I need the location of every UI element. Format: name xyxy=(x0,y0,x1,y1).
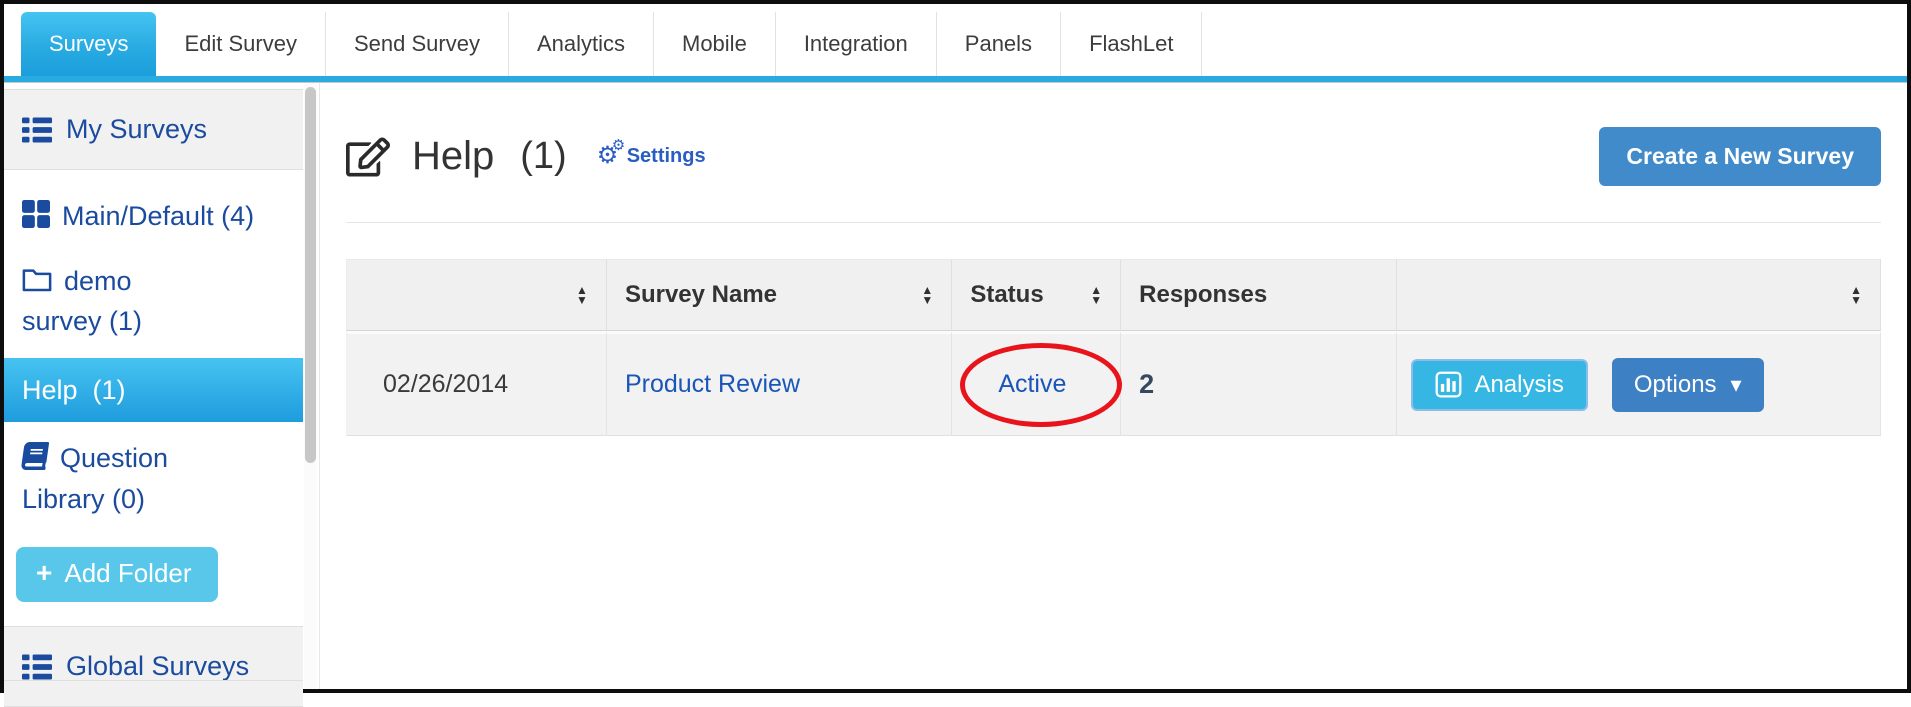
sidebar-next-section-partial xyxy=(4,680,303,689)
plus-icon xyxy=(36,558,52,589)
scrollbar-thumb[interactable] xyxy=(305,87,316,463)
header-divider xyxy=(346,222,1881,223)
tab-label: Send Survey xyxy=(353,31,480,56)
page-title-count: (1) xyxy=(520,135,567,177)
top-nav: Surveys Edit Survey Send Survey Analytic… xyxy=(4,4,1907,76)
column-label: Status xyxy=(970,281,1044,308)
tab-integration[interactable]: Integration xyxy=(776,12,937,76)
sidebar-folder-demo-survey[interactable]: demo survey (1) xyxy=(4,249,222,354)
table-row: 02/26/2014 Product Review Active 2 xyxy=(346,331,1881,436)
list-icon xyxy=(22,117,52,142)
sidebar-item-label: Main/Default (4) xyxy=(62,201,255,231)
bar-chart-icon xyxy=(1436,371,1462,398)
main-header: Help (1) Settings Create a New Survey xyxy=(346,127,1881,186)
survey-date-cell: 02/26/2014 xyxy=(346,331,607,436)
sidebar-scrollbar[interactable] xyxy=(304,83,317,689)
settings-link[interactable]: Settings xyxy=(597,136,706,170)
tab-label: Panels xyxy=(964,31,1033,56)
column-header-date[interactable] xyxy=(346,259,607,331)
list-icon xyxy=(22,654,52,679)
column-label: Responses xyxy=(1139,281,1268,308)
tab-send-survey[interactable]: Send Survey xyxy=(326,12,509,76)
column-label: Survey Name xyxy=(624,281,778,308)
analysis-label: Analysis xyxy=(1474,370,1564,398)
tab-mobile[interactable]: Mobile xyxy=(654,12,776,76)
caret-down-icon xyxy=(1731,371,1742,399)
survey-name-cell: Product Review xyxy=(606,331,953,436)
tab-edit-survey[interactable]: Edit Survey xyxy=(156,12,326,76)
survey-actions-cell: Analysis Options xyxy=(1397,331,1881,436)
page-title: Help xyxy=(412,134,495,178)
tab-panels[interactable]: Panels xyxy=(937,12,1062,76)
sidebar-item-label: demo survey (1) xyxy=(22,265,143,337)
table-header-row: Survey Name Status Responses xyxy=(346,259,1881,331)
tab-flashlet[interactable]: FlashLet xyxy=(1061,12,1203,76)
sidebar-item-label: Global Surveys xyxy=(66,651,250,681)
settings-label: Settings xyxy=(626,145,706,167)
column-header-status[interactable]: Status xyxy=(952,259,1122,331)
edit-pencil-icon xyxy=(346,136,390,177)
gears-icon xyxy=(597,136,627,170)
sort-icon[interactable] xyxy=(576,285,588,305)
create-new-survey-button[interactable]: Create a New Survey xyxy=(1599,127,1881,186)
tab-label: Integration xyxy=(803,31,908,56)
column-header-actions[interactable] xyxy=(1397,259,1881,331)
survey-name-link[interactable]: Product Review xyxy=(624,370,801,398)
options-label: Options xyxy=(1633,370,1717,398)
sidebar-folder-help[interactable]: Help (1) xyxy=(4,357,303,422)
grid-icon xyxy=(22,200,50,228)
tab-label: Analytics xyxy=(536,31,625,56)
tab-label: Mobile xyxy=(682,31,747,56)
main-content: Help (1) Settings Create a New Survey xyxy=(319,83,1907,689)
options-dropdown-button[interactable]: Options xyxy=(1611,357,1764,412)
tab-analytics[interactable]: Analytics xyxy=(509,12,654,76)
sidebar-item-label: Question Library (0) xyxy=(22,443,169,514)
survey-responses-cell: 2 xyxy=(1121,331,1398,436)
sort-icon[interactable] xyxy=(1850,285,1862,305)
tab-surveys[interactable]: Surveys xyxy=(21,12,157,76)
sidebar-folder-main-default[interactable]: Main/Default (4) xyxy=(4,184,303,249)
survey-status-cell: Active xyxy=(952,331,1123,436)
folder-icon xyxy=(22,268,52,291)
sidebar-item-label: My Surveys xyxy=(66,114,208,144)
tab-label: Surveys xyxy=(49,31,129,56)
sort-icon[interactable] xyxy=(921,285,933,305)
sidebar: My Surveys Main/Default (4) demo survey … xyxy=(4,83,319,707)
analysis-button[interactable]: Analysis xyxy=(1411,358,1588,411)
nav-accent-bar xyxy=(4,76,1907,83)
survey-status-link[interactable]: Active xyxy=(998,370,1067,398)
sidebar-item-my-surveys[interactable]: My Surveys xyxy=(4,89,303,170)
sidebar-item-label: Help (1) xyxy=(22,374,126,405)
surveys-table: Survey Name Status Responses xyxy=(346,259,1881,436)
sidebar-item-question-library[interactable]: Question Library (0) xyxy=(4,426,222,531)
column-header-responses[interactable]: Responses xyxy=(1121,259,1398,331)
book-icon xyxy=(21,442,50,470)
sort-icon[interactable] xyxy=(1090,285,1102,305)
add-folder-button[interactable]: Add Folder xyxy=(16,547,218,602)
tab-label: Edit Survey xyxy=(184,31,297,56)
column-header-survey-name[interactable]: Survey Name xyxy=(606,259,953,331)
tab-label: FlashLet xyxy=(1089,31,1174,56)
sidebar-item-global-surveys[interactable]: Global Surveys xyxy=(4,626,303,707)
add-folder-label: Add Folder xyxy=(64,558,192,588)
